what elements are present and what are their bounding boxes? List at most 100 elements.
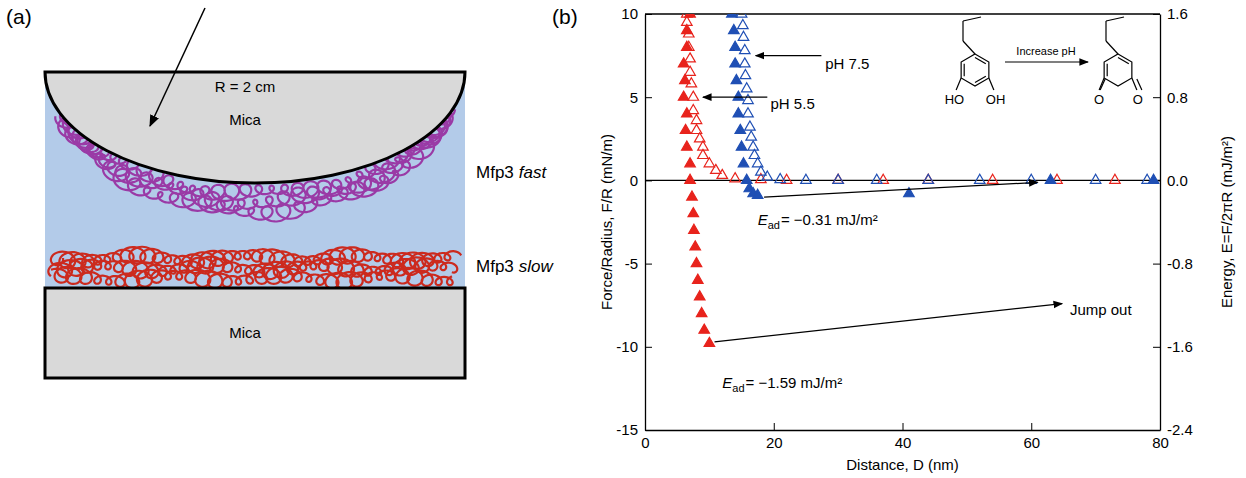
data-point [736,14,747,17]
radius-arrow [150,8,205,126]
tick: 0.8 [1153,89,1188,106]
bond [964,64,965,76]
data-point [1090,174,1101,183]
data-point [1045,174,1056,183]
tick: -1.6 [1153,338,1193,355]
tick-mark [1153,97,1160,98]
bond [962,21,963,41]
tick-mark [774,423,775,430]
annotation: pH 7.5 [825,55,869,72]
data-point [741,83,752,92]
series [727,14,1159,198]
surface-label: Mica [229,324,261,341]
data-point [731,74,742,83]
tick-label: 0.8 [1167,89,1188,106]
data-point [735,124,746,133]
tick: -5 [625,255,652,272]
data-point [693,274,704,283]
leader-arrow [764,182,1038,197]
bond [963,41,975,54]
canvas: (a)R = 2 cmMicaMicaMfp3fastMfp3slow(b)02… [0,0,1246,478]
data-point [738,20,749,29]
product-ring [1104,54,1132,86]
bond [1105,21,1106,41]
surface-label: Mica [229,111,261,128]
data-point [740,69,751,78]
data-point [682,41,693,50]
tick-label: 40 [895,434,912,451]
data-point [690,241,701,250]
data-point [730,41,741,50]
data-point [691,124,702,133]
reactant-ring [961,54,989,86]
tick: -0.8 [1153,255,1193,272]
tick-mark [645,97,652,98]
data-point [678,91,689,100]
tick: -2.4 [1153,421,1193,438]
tick-label: -5 [625,255,638,272]
tick-mark [645,264,652,265]
data-point [1148,174,1159,183]
tick-label: 0 [641,434,649,451]
annotations: pH 7.5pH 5.5Ead= −0.31 mJ/m²Jump outEad=… [703,55,1132,394]
functional-group: O [1094,92,1104,107]
axis-line [645,15,646,431]
data-point [704,337,715,346]
bond [1099,78,1104,90]
data-point [682,25,693,34]
data-point [729,25,740,34]
tick-label: 60 [1023,434,1040,451]
tick-label: 0 [630,172,638,189]
tick-label: 5 [630,89,638,106]
bottom-mica [45,288,465,378]
data-point [740,45,751,54]
tick-label: -10 [616,338,638,355]
data-point [736,141,747,150]
layer-label: Mfp3fast [476,163,547,182]
tick: 60 [1023,423,1040,451]
data-point [682,108,693,117]
data-point [833,174,844,183]
data-point [685,174,696,183]
data-point [923,174,934,183]
tick-label: 0.0 [1167,172,1188,189]
data-point [685,158,696,167]
annotation: pH 5.5 [771,95,815,112]
panel-label: (b) [552,5,578,28]
liquid-gap [45,72,465,288]
data-point [699,324,710,333]
bond [989,78,994,90]
functional-group: HO [945,92,965,107]
data-point [730,58,741,67]
tick-label: 20 [766,434,783,451]
tick-mark [1153,430,1160,431]
panel-a: (a)R = 2 cmMicaMicaMfp3fastMfp3slow [6,5,555,378]
data-point [738,31,749,40]
data-point [987,174,998,183]
reaction-label: Increase pH [1016,45,1075,57]
tick-mark [1153,264,1160,265]
tick: 40 [895,423,912,451]
protein-chain-slow [51,267,453,290]
data-point [743,108,754,117]
annotation: Ead= −1.59 mJ/m² [722,374,842,394]
top-mica [45,72,465,183]
tick-mark [1153,347,1160,348]
data-point [727,14,738,17]
data-point [746,131,757,140]
data-point [730,173,741,182]
data-point [685,53,696,62]
bond [1137,79,1142,90]
tick-mark [1031,423,1032,430]
data-point [688,91,699,100]
reaction-arrow [1005,61,1088,62]
panel-b: (b)020406080-15-10-50510-2.4-1.6-0.80.00… [552,5,1235,473]
tick-mark [645,347,652,348]
data-point [745,121,756,130]
tick-label: -1.6 [1167,338,1193,355]
data-point [1110,174,1121,183]
data-point [733,108,744,117]
axis: -2.4-1.6-0.80.00.81.6 [1153,5,1193,438]
plot-area [678,14,1158,347]
data-point [680,124,691,133]
